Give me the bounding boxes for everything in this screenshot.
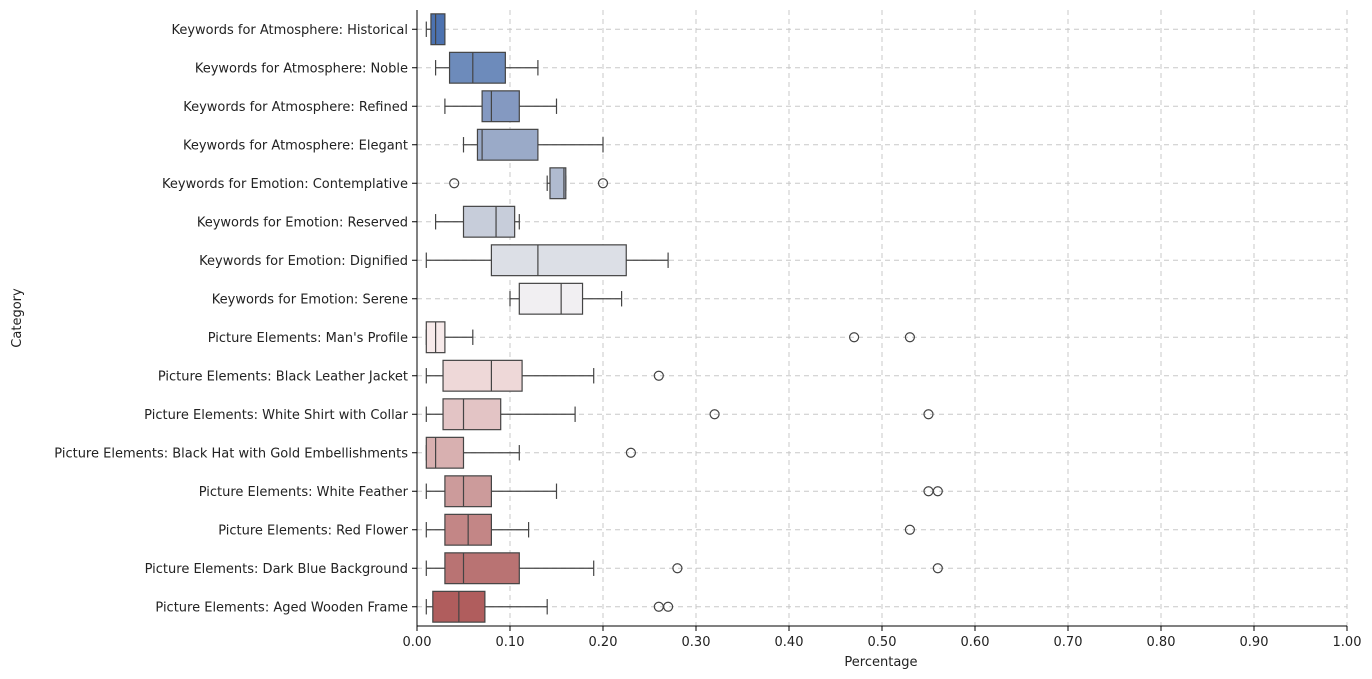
- y-tick-label: Picture Elements: Aged Wooden Frame: [155, 600, 408, 615]
- outlier-point: [932, 563, 943, 574]
- grid-layer: [416, 10, 1348, 626]
- iqr-box: [490, 244, 627, 277]
- box-item: [449, 167, 609, 200]
- outlier-point: [904, 524, 916, 535]
- box-item: [462, 128, 604, 161]
- x-tick-label: 0.70: [1054, 635, 1083, 650]
- y-axis-label: Category: [10, 288, 25, 348]
- y-tick-label: Keywords for Emotion: Reserved: [197, 215, 408, 230]
- outlier-point: [932, 486, 943, 497]
- x-tick-label: 0.00: [403, 635, 432, 650]
- box-item: [425, 13, 446, 46]
- iqr-box: [444, 475, 492, 508]
- y-tick-label: Picture Elements: Red Flower: [218, 523, 408, 538]
- box-item: [435, 205, 520, 238]
- x-tick-label: 0.50: [868, 635, 897, 650]
- box-item: [435, 51, 539, 84]
- outlier-point: [848, 332, 860, 343]
- x-tick-label: 0.90: [1240, 635, 1269, 650]
- iqr-box: [448, 51, 506, 84]
- y-tick-label: Keywords for Emotion: Contemplative: [162, 177, 408, 192]
- x-tick-label: 1.00: [1333, 635, 1362, 650]
- outlier-point: [923, 409, 934, 420]
- y-tick-label: Picture Elements: Black Hat with Gold Em…: [54, 446, 408, 461]
- y-tick-label: Picture Elements: White Feather: [199, 485, 409, 500]
- y-tick-label: Keywords for Atmosphere: Historical: [171, 23, 408, 38]
- box-item: [425, 475, 943, 508]
- y-tick-label: Keywords for Atmosphere: Noble: [195, 61, 408, 76]
- iqr-box: [481, 90, 520, 123]
- outlier-point: [662, 601, 674, 612]
- y-tick-label: Keywords for Atmosphere: Refined: [183, 100, 408, 115]
- iqr-box: [430, 13, 446, 46]
- iqr-box: [442, 359, 523, 392]
- box-item: [425, 359, 664, 392]
- box-item: [425, 513, 916, 546]
- box-item: [425, 321, 916, 354]
- box-item: [425, 244, 669, 277]
- box-item: [444, 90, 558, 123]
- iqr-box: [462, 205, 516, 238]
- box-layer: [425, 13, 943, 623]
- axis-layer: 0.00 0.10 0.20 0.30 0.40 0.50 0.60 0.70 0.80 0.90…: [54, 10, 1361, 650]
- y-tick-label: Picture Elements: White Shirt with Colla…: [144, 408, 408, 423]
- box-item: [425, 398, 934, 431]
- box-item: [425, 590, 674, 623]
- x-tick-label: 0.30: [682, 635, 711, 650]
- outlier-point: [709, 409, 720, 420]
- outlier-point: [597, 178, 609, 189]
- iqr-box: [444, 552, 520, 585]
- box-item: [425, 552, 943, 585]
- outlier-point: [672, 563, 683, 574]
- x-tick-label: 0.80: [1147, 635, 1176, 650]
- iqr-box: [518, 282, 584, 315]
- y-tick-label: Keywords for Atmosphere: Elegant: [183, 138, 408, 153]
- iqr-box: [425, 436, 465, 469]
- y-tick-label: Keywords for Emotion: Dignified: [199, 254, 408, 269]
- box-item: [509, 282, 623, 315]
- outlier-point: [904, 332, 916, 343]
- x-tick-label: 0.10: [496, 635, 525, 650]
- y-tick-label: Picture Elements: Dark Blue Background: [145, 562, 408, 577]
- box-item: [425, 436, 637, 469]
- x-tick-label: 0.20: [589, 635, 618, 650]
- y-tick-label: Picture Elements: Black Leather Jacket: [158, 369, 408, 384]
- y-tick-label: Picture Elements: Man's Profile: [208, 331, 408, 346]
- iqr-box: [549, 167, 567, 200]
- x-tick-label: 0.60: [961, 635, 990, 650]
- iqr-box: [442, 398, 502, 431]
- outlier-point: [449, 178, 460, 189]
- y-tick-label: Keywords for Emotion: Serene: [212, 292, 408, 307]
- x-tick-label: 0.40: [775, 635, 804, 650]
- iqr-box: [476, 128, 539, 161]
- outlier-point: [653, 370, 664, 381]
- x-axis-label: Percentage: [844, 655, 917, 670]
- outlier-point: [625, 447, 637, 458]
